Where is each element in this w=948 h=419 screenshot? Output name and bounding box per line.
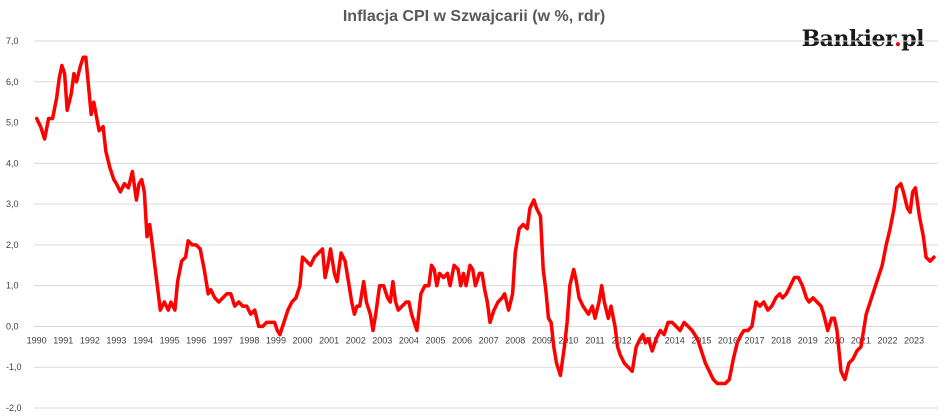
bankier-logo: Bankier.pl bbox=[801, 26, 925, 52]
x-axis-tick-labels: 1990 1991 1992 1993 1994 1995 1996 1997 1998 1999… bbox=[27, 335, 924, 345]
logo-name: Bankier bbox=[801, 26, 895, 52]
x-tick-label: 2011 bbox=[585, 335, 604, 345]
x-tick-label: 2009 bbox=[532, 335, 552, 345]
x-tick-label: 1995 bbox=[160, 335, 180, 345]
x-tick-label: 1991 bbox=[53, 335, 73, 345]
x-tick-label: 1993 bbox=[106, 335, 126, 345]
x-tick-label: 2012 bbox=[612, 335, 632, 345]
y-tick-label: 4,0 bbox=[6, 158, 19, 168]
y-tick-label: 3,0 bbox=[6, 199, 19, 209]
x-tick-label: 1999 bbox=[266, 335, 286, 345]
y-tick-label: 7,0 bbox=[6, 36, 19, 46]
y-tick-label: -2,0 bbox=[6, 403, 22, 413]
x-tick-label: 1997 bbox=[213, 335, 233, 345]
x-tick-label: 2015 bbox=[691, 335, 711, 345]
grid-lines bbox=[34, 40, 938, 409]
y-tick-label: 6,0 bbox=[6, 77, 19, 87]
y-tick-label: 2,0 bbox=[6, 240, 19, 250]
x-tick-label: 2001 bbox=[319, 335, 339, 345]
x-tick-label: 1992 bbox=[80, 335, 100, 345]
x-tick-label: 2018 bbox=[771, 335, 791, 345]
x-tick-label: 1996 bbox=[186, 335, 206, 345]
logo-dot: . bbox=[894, 26, 902, 52]
x-tick-label: 2002 bbox=[346, 335, 366, 345]
x-tick-label: 2003 bbox=[372, 335, 392, 345]
x-tick-label: 2005 bbox=[425, 335, 445, 345]
x-tick-label: 2004 bbox=[399, 335, 419, 345]
x-tick-label: 2010 bbox=[558, 335, 578, 345]
y-tick-label: 1,0 bbox=[6, 281, 19, 291]
x-tick-label: 1994 bbox=[133, 335, 153, 345]
x-tick-label: 2008 bbox=[505, 335, 525, 345]
y-axis-tick-labels: 7,0 6,0 5,0 4,0 3,0 2,0 1,0 0,0 -1,0 -2,0 bbox=[6, 36, 22, 413]
x-tick-label: 2000 bbox=[293, 335, 313, 345]
x-tick-label: 2014 bbox=[665, 335, 685, 345]
logo-suffix: pl bbox=[901, 26, 924, 52]
x-tick-label: 1998 bbox=[239, 335, 259, 345]
x-tick-label: 2022 bbox=[877, 335, 897, 345]
x-tick-label: 2017 bbox=[745, 335, 765, 345]
x-tick-label: 2023 bbox=[904, 335, 924, 345]
chart-title: Inflacja CPI w Szwajcarii (w %, rdr) bbox=[342, 8, 606, 25]
y-tick-label: 5,0 bbox=[6, 118, 19, 128]
series-layer bbox=[34, 55, 936, 386]
x-tick-label: 2006 bbox=[452, 335, 472, 345]
x-tick-label: 2019 bbox=[798, 335, 818, 345]
x-tick-label: 2016 bbox=[718, 335, 738, 345]
y-tick-label: -1,0 bbox=[6, 362, 22, 372]
series-line bbox=[34, 55, 936, 386]
x-tick-label: 2020 bbox=[824, 335, 844, 345]
x-tick-label: 1990 bbox=[27, 335, 47, 345]
y-tick-label: 0,0 bbox=[6, 321, 19, 331]
x-tick-label: 2007 bbox=[479, 335, 499, 345]
